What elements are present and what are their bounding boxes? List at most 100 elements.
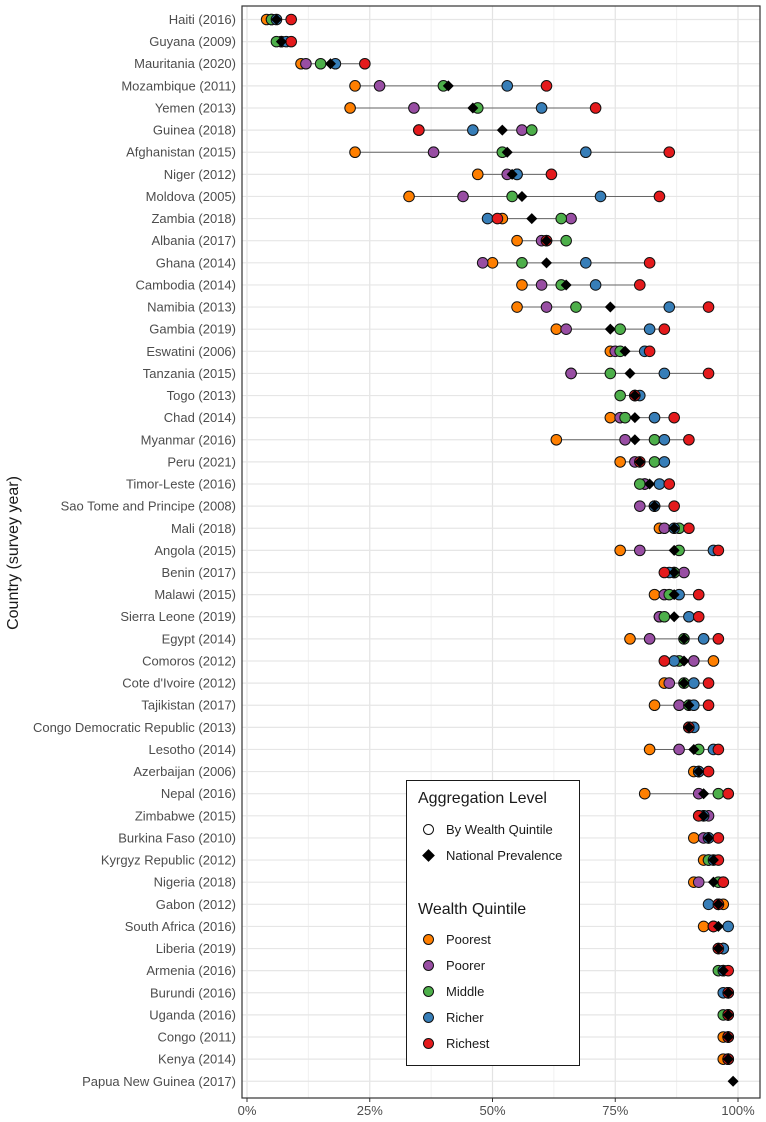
y-tick-label: Yemen (2013) (155, 100, 236, 115)
point-middle (614, 323, 626, 335)
y-tick-label: Albania (2017) (151, 233, 236, 248)
y-tick-label: Burundi (2016) (150, 985, 236, 1000)
point-poorest (550, 433, 563, 446)
y-tick-label: Armenia (2016) (146, 963, 236, 978)
point-middle (658, 610, 671, 623)
y-tick-label: Mauritania (2020) (134, 56, 236, 71)
point-national (541, 257, 553, 269)
point-national (698, 788, 710, 800)
point-poorer (619, 433, 631, 446)
legend-swatch-middle (422, 985, 434, 997)
legend: Aggregation Level By Wealth Quintile Nat… (406, 780, 580, 1066)
point-richer (481, 212, 494, 225)
point-national (501, 146, 513, 158)
y-tick-label: Tajikistan (2017) (141, 698, 236, 713)
point-richest (643, 257, 656, 269)
point-poorer (408, 102, 420, 114)
point-national (629, 412, 641, 424)
point-national (668, 544, 680, 556)
point-national (668, 567, 680, 578)
legend-label: Poorest (446, 931, 491, 947)
point-richer (467, 124, 479, 136)
point-poorer (560, 323, 572, 335)
x-tick-label: 0% (238, 1103, 257, 1118)
point-richer (648, 411, 661, 424)
point-national (688, 743, 700, 755)
point-richer (658, 367, 671, 380)
point-national (712, 943, 724, 955)
y-tick-label: Papua New Guinea (2017) (82, 1074, 236, 1089)
y-tick-label: Myanmar (2016) (141, 432, 236, 447)
legend-label: Poorer (446, 957, 486, 973)
point-poorer (427, 146, 440, 159)
y-tick-label: Egypt (2014) (162, 631, 236, 646)
point-national (668, 611, 680, 623)
point-poorest (403, 190, 415, 203)
point-middle (648, 433, 661, 446)
legend-item-by-quintile: By Wealth Quintile (418, 819, 553, 839)
point-poorer (673, 699, 685, 712)
data-points (260, 13, 739, 1087)
point-national (722, 1053, 734, 1065)
y-tick-label: Mozambique (2011) (121, 78, 236, 93)
y-axis-title: Country (survey year) (5, 476, 22, 630)
y-tick-label: Guinea (2018) (153, 123, 236, 138)
legend-aggregation-title: Aggregation Level (418, 790, 547, 807)
open-circle-icon (422, 823, 434, 835)
y-tick-label: Benin (2017) (162, 565, 236, 580)
point-richer (697, 633, 710, 645)
point-richest (692, 588, 705, 601)
point-richest (712, 544, 725, 557)
point-national (629, 390, 641, 402)
legend-swatch-poorest (422, 933, 434, 945)
point-richest (702, 765, 715, 778)
point-richer (683, 610, 695, 623)
legend-swatch-richest (422, 1037, 434, 1049)
y-tick-label: Zimbabwe (2015) (135, 808, 236, 823)
y-tick-label: Ghana (2014) (156, 255, 236, 270)
point-richest (683, 522, 695, 535)
point-richest (668, 411, 680, 424)
point-richer (658, 433, 671, 446)
point-poorer (688, 655, 700, 667)
point-poorer (634, 544, 646, 557)
point-poorer (373, 80, 386, 92)
point-national (678, 633, 690, 645)
y-tick-label: Zambia (2018) (151, 211, 236, 226)
point-richest (653, 190, 666, 203)
y-tick-label: Sierra Leone (2019) (120, 609, 236, 624)
legend-label: Middle (446, 983, 485, 999)
point-middle (614, 389, 626, 402)
point-national (560, 279, 572, 291)
x-tick-label: 75% (602, 1103, 628, 1118)
point-richest (658, 566, 671, 579)
point-poorer (673, 743, 685, 756)
point-richest (658, 323, 671, 335)
point-middle (570, 301, 582, 313)
point-middle (525, 124, 538, 136)
point-richest (702, 301, 715, 313)
point-richer (668, 655, 680, 667)
point-national (707, 854, 719, 866)
point-national (629, 434, 641, 446)
y-tick-label: Mali (2018) (171, 521, 236, 536)
legend-item-richer: Richer (418, 1007, 484, 1027)
point-richer (688, 677, 700, 689)
y-tick-label: Nepal (2016) (161, 786, 236, 801)
point-national (712, 920, 724, 932)
point-poorest (643, 743, 656, 756)
y-tick-label: Haiti (2016) (169, 12, 236, 27)
y-tick-label: Lesotho (2014) (149, 742, 236, 757)
y-tick-label: Burkina Faso (2010) (118, 830, 236, 845)
point-richest (683, 433, 695, 446)
point-richer (579, 257, 592, 269)
plot-panel-border (241, 5, 761, 1099)
point-poorest (486, 257, 499, 269)
legend-item-poorest: Poorest (418, 929, 491, 949)
point-poorer (658, 522, 671, 535)
y-tick-label: Cote d'Ivoire (2012) (122, 676, 236, 691)
y-tick-label: Uganda (2016) (149, 1007, 236, 1022)
point-poorer (565, 367, 577, 380)
point-poorest (349, 146, 361, 159)
